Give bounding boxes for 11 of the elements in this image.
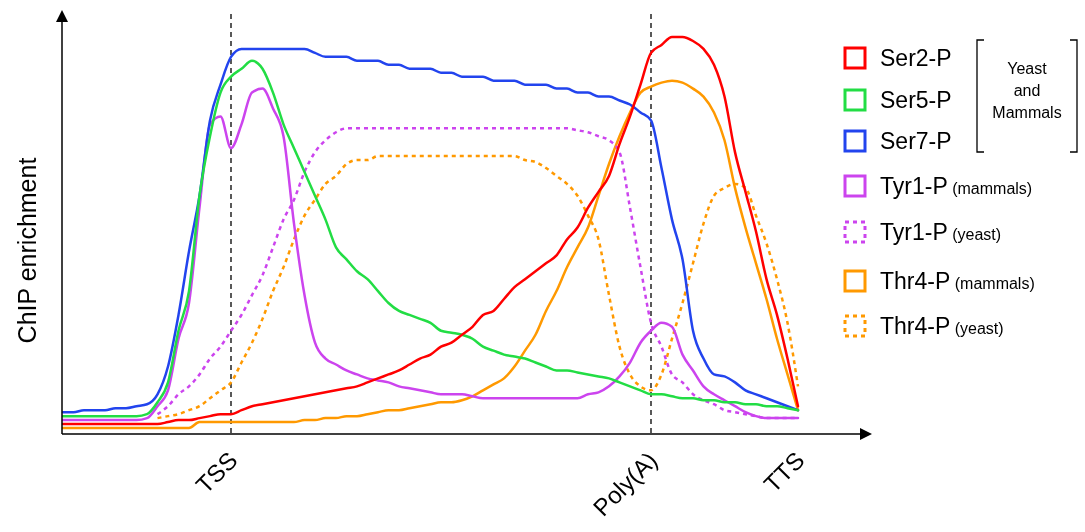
x-tick-label: TSS <box>190 446 243 499</box>
legend-label: Thr4-P (yeast) <box>880 313 1004 339</box>
text: Yeast and Mammals <box>992 60 1062 121</box>
legend-label: Tyr1-P (yeast) <box>880 219 1002 245</box>
legend-label: Thr4-P (mammals) <box>880 268 1035 294</box>
y-axis-title: ChIP enrichment <box>13 157 41 344</box>
legend-label: Ser5-P <box>880 87 952 113</box>
legend-label: Tyr1-P (mammals) <box>880 173 1033 199</box>
legend-label: Ser2-P <box>880 45 952 71</box>
legend-label: Ser7-P <box>880 128 952 154</box>
x-tick-label: TTS <box>758 446 810 498</box>
